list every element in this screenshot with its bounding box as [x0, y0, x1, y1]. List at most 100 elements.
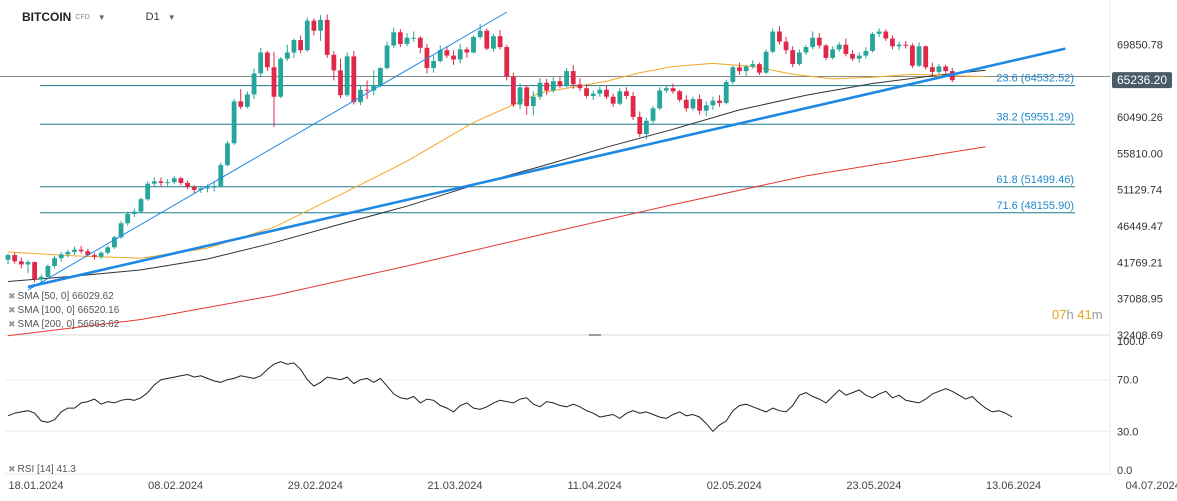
countdown-minutes: 41	[1077, 307, 1092, 322]
current-price-label: 65236.20	[1117, 73, 1167, 87]
candle-body	[856, 55, 862, 59]
candle-body	[125, 213, 131, 224]
candle-body	[836, 44, 842, 50]
candle-body	[371, 85, 377, 91]
candle-body	[750, 64, 756, 67]
candle-body	[610, 96, 616, 104]
candle-body	[910, 45, 915, 66]
price-axis-tick: 32408.69	[1117, 330, 1163, 342]
time-axis-tick: 04.07.2024	[1126, 480, 1177, 492]
candle-body	[52, 258, 57, 266]
candle-body	[803, 47, 809, 53]
candle-body	[12, 255, 18, 262]
rsi-label: RSI [14] 41.3	[17, 464, 76, 475]
symbol-dropdown-icon[interactable]: ▼	[97, 12, 106, 22]
sma100-label: SMA [100, 0] 66520.16	[17, 305, 120, 316]
candle-body	[491, 36, 496, 49]
candle-body	[5, 255, 11, 260]
candle-body	[38, 276, 44, 280]
sma200-label: SMA [200, 0] 56663.62	[17, 319, 120, 330]
candle-body	[876, 31, 882, 34]
rsi-axis-tick: 70.0	[1117, 375, 1138, 387]
candle-body	[770, 31, 776, 52]
candle-body	[105, 247, 111, 253]
candle-body	[564, 71, 569, 86]
price-axis-tick: 55810.00	[1117, 148, 1163, 160]
candle-body	[570, 71, 576, 85]
candle-body	[550, 81, 556, 91]
fib-level-label: 23.6 (64532.52)	[996, 73, 1074, 85]
candle-body	[191, 186, 197, 190]
timeframe-dropdown-icon[interactable]: ▼	[167, 12, 176, 22]
rsi-legend[interactable]: ✖ RSI [14] 41.3	[8, 464, 76, 475]
candle-body	[457, 49, 463, 60]
candle-body	[644, 120, 649, 135]
candle-body	[145, 183, 151, 200]
candle-body	[690, 99, 696, 109]
time-axis-tick: 13.06.2024	[986, 480, 1041, 492]
candle-body	[25, 262, 31, 265]
candle-body	[850, 54, 855, 59]
price-axis-tick: 37088.95	[1117, 294, 1163, 306]
time-axis-tick: 02.05.2024	[707, 480, 762, 492]
candle-body	[471, 36, 476, 53]
candle-body	[484, 30, 490, 49]
price-axis-tick: 51129.74	[1117, 185, 1162, 197]
candle-body	[936, 66, 942, 72]
candle-body	[437, 50, 443, 62]
candle-body	[677, 91, 683, 100]
price-axis-tick: 60490.26	[1117, 112, 1163, 124]
candle-body	[723, 81, 729, 103]
candle-body	[830, 49, 835, 58]
trendline	[27, 11, 508, 291]
candles-group	[5, 14, 955, 284]
candle-body	[544, 82, 550, 91]
candle-body	[444, 50, 450, 56]
sma100-legend[interactable]: ✖ SMA [100, 0] 66520.16	[8, 305, 119, 316]
sma200-legend[interactable]: ✖ SMA [200, 0] 56663.62	[8, 319, 119, 330]
candle-body	[537, 82, 543, 97]
symbol-name[interactable]: BITCOIN	[22, 10, 72, 24]
candle-body	[284, 52, 290, 59]
candle-body	[304, 20, 310, 51]
candle-body	[763, 51, 769, 73]
price-axis-tick: 46449.47	[1117, 221, 1163, 233]
candle-body	[843, 44, 849, 55]
instrument-type: CFD	[75, 13, 90, 21]
candle-body	[118, 223, 124, 238]
candle-body	[151, 181, 157, 184]
fib-level-label: 61.8 (51499.46)	[996, 174, 1074, 186]
candle-body	[165, 182, 170, 184]
candle-body	[890, 38, 895, 47]
candle-body	[264, 52, 270, 68]
candle-body	[577, 84, 583, 89]
time-axis-tick: 18.01.2024	[8, 480, 63, 492]
candle-body	[251, 73, 257, 95]
candle-body	[211, 186, 217, 188]
remove-indicator-icon[interactable]: ✖	[8, 464, 16, 474]
candle-body	[131, 211, 137, 214]
candle-body	[617, 91, 623, 104]
candle-body	[530, 96, 536, 107]
candle-body	[185, 182, 190, 187]
countdown-minutes-unit: m	[1091, 307, 1103, 322]
candle-body	[218, 165, 224, 187]
remove-indicator-icon[interactable]: ✖	[8, 319, 16, 329]
candle-body	[783, 41, 789, 51]
candle-body	[524, 87, 530, 107]
price-axis-tick: 41769.21	[1117, 257, 1163, 269]
sma50-legend[interactable]: ✖ SMA [50, 0] 66029.62	[8, 291, 114, 302]
candle-body	[411, 37, 417, 39]
candle-body	[32, 262, 37, 280]
candle-body	[810, 37, 816, 48]
remove-indicator-icon[interactable]: ✖	[8, 305, 16, 315]
candle-body	[58, 254, 64, 259]
candle-body	[384, 45, 390, 69]
candle-body	[923, 46, 929, 68]
candle-body	[683, 99, 689, 109]
pane-resize-handle[interactable]	[589, 334, 601, 336]
candle-body	[138, 199, 144, 212]
remove-indicator-icon[interactable]: ✖	[8, 291, 16, 301]
timeframe-selector[interactable]: D1	[145, 11, 160, 23]
candle-body	[451, 55, 456, 60]
